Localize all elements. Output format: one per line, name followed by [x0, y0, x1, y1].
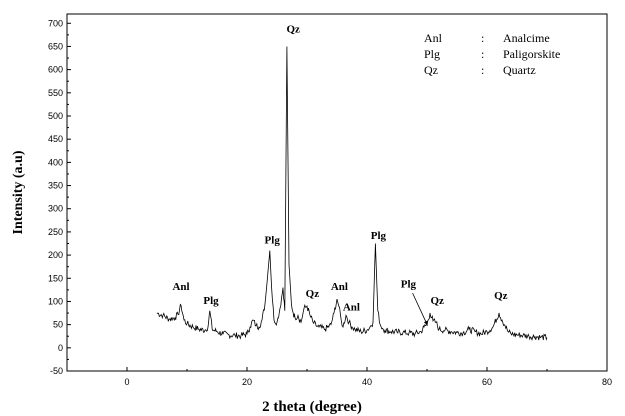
y-tick-label: 550: [48, 88, 63, 98]
legend-separator: :: [481, 47, 484, 61]
peak-label: Anl: [331, 281, 348, 293]
y-tick-label: 350: [48, 181, 63, 191]
x-axis-label: 2 theta (degree): [262, 399, 362, 415]
peak-label: Plg: [401, 279, 417, 291]
y-tick-label: 150: [48, 273, 63, 283]
legend-separator: :: [481, 63, 484, 77]
y-tick-label: 700: [48, 18, 63, 28]
series-line: [156, 46, 548, 342]
x-tick-label: 80: [602, 377, 612, 387]
peak-label: Plg: [203, 295, 219, 307]
peak-label: Qz: [430, 295, 444, 307]
y-tick-label: 400: [48, 157, 63, 167]
y-tick-label: 650: [48, 41, 63, 51]
y-tick-label: 450: [48, 134, 63, 144]
y-tick-label: 250: [48, 227, 63, 237]
legend-abbr: Plg: [424, 47, 440, 61]
peak-arrow-head: [423, 320, 428, 326]
x-tick-label: 40: [362, 377, 372, 387]
plot-frame: [66, 13, 608, 372]
x-tick-label: 0: [124, 377, 129, 387]
legend: Anl: Analcime Plg: Paligorskite Qz: Quartz: [424, 31, 560, 77]
peak-arrow-line: [412, 292, 428, 326]
y-tick-label: 300: [48, 204, 63, 214]
y-tick-label: 200: [48, 250, 63, 260]
peak-label: Plg: [265, 235, 281, 247]
peak-label: Qz: [286, 24, 300, 36]
peak-annotations: Anl Plg Plg Qz Qz Anl Anl Plg Plg Qz Qz: [172, 24, 507, 314]
y-tick-label: 0: [58, 343, 63, 353]
legend-name: Quartz: [503, 63, 536, 77]
y-axis-ticks: -50 0 50 100 150 200 250 300 350 400 450 500 550 600 6…: [48, 18, 71, 376]
y-tick-label: 50: [53, 320, 63, 330]
x-tick-label: 20: [242, 377, 252, 387]
x-axis-ticks: 0 20 40 60 80: [66, 367, 612, 387]
peak-label: Anl: [172, 281, 189, 293]
y-tick-label: 600: [48, 65, 63, 75]
legend-abbr: Anl: [424, 31, 443, 45]
y-tick-label: 100: [48, 296, 63, 306]
y-axis-label: Intensity (a.u): [11, 150, 26, 234]
y-tick-label: 500: [48, 111, 63, 121]
peak-arrow: [412, 292, 428, 326]
peak-label: Qz: [494, 290, 508, 302]
legend-abbr: Qz: [424, 63, 438, 77]
legend-separator: :: [481, 31, 484, 45]
peak-label: Plg: [371, 230, 387, 242]
peak-label: Anl: [343, 302, 360, 314]
peak-label: Qz: [306, 288, 320, 300]
x-tick-label: 60: [482, 377, 492, 387]
legend-name: Analcime: [503, 31, 550, 45]
y-tick-label: -50: [50, 366, 63, 376]
legend-name: Paligorskite: [503, 47, 560, 61]
